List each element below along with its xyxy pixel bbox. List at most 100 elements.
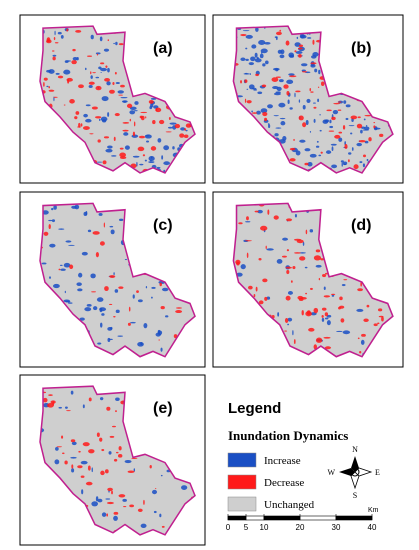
increase-patch	[345, 117, 349, 121]
decrease-patch	[48, 224, 51, 230]
decrease-patch	[293, 339, 296, 344]
increase-patch	[278, 102, 286, 108]
increase-patch	[57, 31, 62, 35]
decrease-patch	[363, 318, 369, 322]
decrease-patch	[64, 460, 68, 465]
increase-patch	[108, 451, 112, 455]
increase-patch	[305, 120, 309, 126]
increase-patch	[146, 140, 150, 143]
decrease-patch	[118, 94, 123, 96]
scale-tick-label: 5	[244, 523, 249, 532]
decrease-patch	[292, 266, 296, 270]
increase-patch	[242, 30, 250, 32]
decrease-patch	[373, 323, 378, 327]
increase-patch	[151, 296, 153, 299]
scale-segment	[263, 515, 301, 521]
decrease-patch	[106, 501, 114, 505]
compass-n: N	[352, 445, 358, 454]
decrease-patch	[58, 268, 61, 271]
decrease-patch	[131, 457, 138, 460]
increase-patch	[282, 237, 288, 241]
increase-patch	[80, 460, 88, 465]
decrease-patch	[106, 513, 108, 517]
increase-patch	[107, 112, 110, 117]
increase-patch	[115, 397, 120, 401]
increase-patch	[151, 286, 156, 289]
increase-patch	[251, 44, 257, 49]
increase-patch	[72, 56, 78, 61]
decrease-patch	[66, 410, 71, 412]
decrease-patch	[133, 121, 136, 127]
decrease-patch	[308, 327, 315, 332]
decrease-patch	[285, 266, 293, 269]
increase-patch	[261, 51, 263, 54]
legend-label: Unchanged	[264, 499, 315, 511]
panel-label: (b)	[351, 40, 371, 57]
decrease-patch	[43, 77, 48, 81]
decrease-patch	[309, 88, 312, 92]
decrease-patch	[262, 278, 268, 283]
increase-patch	[316, 140, 319, 143]
decrease-patch	[103, 136, 110, 139]
increase-patch	[85, 118, 92, 123]
decrease-patch	[159, 282, 162, 287]
increase-patch	[299, 252, 306, 254]
decrease-patch	[175, 310, 183, 314]
increase-patch	[105, 148, 113, 153]
decrease-patch	[333, 102, 341, 105]
decrease-patch	[77, 465, 83, 469]
decrease-patch	[313, 255, 322, 261]
increase-patch	[314, 68, 318, 73]
decrease-patch	[140, 111, 148, 114]
increase-patch	[137, 299, 143, 303]
increase-patch	[81, 489, 84, 495]
increase-patch	[99, 307, 103, 313]
decrease-patch	[175, 307, 183, 309]
decrease-patch	[139, 115, 143, 119]
decrease-patch	[255, 286, 258, 292]
increase-patch	[169, 122, 177, 125]
decrease-patch	[313, 344, 318, 350]
increase-patch	[257, 91, 263, 95]
increase-patch	[54, 30, 56, 36]
increase-patch	[113, 42, 115, 45]
decrease-patch	[301, 71, 308, 73]
increase-patch	[84, 307, 92, 312]
increase-patch	[309, 130, 312, 133]
decrease-patch	[324, 346, 332, 350]
increase-patch	[289, 107, 293, 110]
decrease-patch	[305, 311, 312, 317]
increase-patch	[161, 155, 164, 160]
increase-patch	[53, 205, 57, 210]
increase-patch	[329, 125, 334, 129]
decrease-patch	[267, 209, 270, 215]
decrease-patch	[378, 315, 384, 318]
increase-patch	[324, 317, 329, 320]
increase-patch	[124, 145, 130, 150]
increase-patch	[134, 101, 139, 105]
increase-patch	[319, 113, 321, 116]
increase-patch	[90, 75, 93, 79]
legend-label: Increase	[264, 455, 301, 467]
increase-patch	[312, 102, 316, 104]
decrease-patch	[78, 122, 81, 128]
increase-patch	[121, 100, 128, 103]
increase-patch	[240, 57, 246, 62]
increase-patch	[132, 155, 140, 158]
increase-patch	[249, 73, 251, 75]
increase-patch	[129, 106, 137, 110]
decrease-patch	[264, 117, 268, 122]
increase-patch	[145, 286, 148, 289]
increase-patch	[260, 108, 268, 114]
decrease-patch	[244, 240, 252, 242]
increase-patch	[130, 321, 136, 324]
increase-patch	[97, 498, 103, 503]
decrease-patch	[317, 86, 320, 88]
decrease-patch	[118, 43, 124, 46]
increase-patch	[113, 515, 118, 521]
increase-patch	[160, 347, 163, 352]
increase-patch	[318, 69, 321, 75]
increase-patch	[99, 397, 104, 401]
decrease-patch	[46, 37, 51, 43]
decrease-patch	[137, 508, 143, 513]
